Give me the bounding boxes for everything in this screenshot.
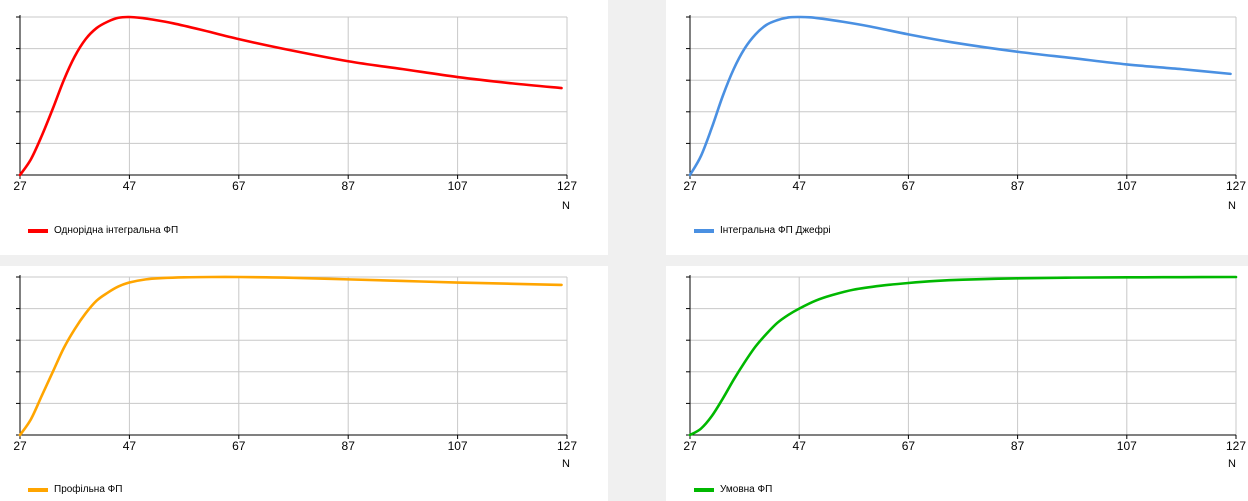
- chart-panel-2: 27 47 67 87 107 127 N Профільна ФП: [0, 266, 608, 501]
- legend-entry: Інтегральна ФП Джефрі: [694, 225, 831, 236]
- legend-swatch: [694, 487, 714, 492]
- x-axis-label: N: [562, 458, 570, 470]
- x-tick-label: 47: [793, 439, 807, 453]
- x-tick-label: 107: [1117, 179, 1137, 193]
- x-tick-label: 67: [902, 439, 916, 453]
- x-tick-label: 127: [1226, 179, 1246, 193]
- legend-label: Профільна ФП: [54, 484, 123, 495]
- x-tick-label: 127: [1226, 439, 1246, 453]
- x-tick-label: 47: [123, 179, 137, 193]
- x-tick-label: 107: [448, 179, 468, 193]
- x-tick-label: 67: [232, 439, 246, 453]
- legend-entry: Умовна ФП: [694, 484, 772, 495]
- x-tick-label: 87: [342, 439, 356, 453]
- series-line: [18, 275, 563, 437]
- x-tick-label: 87: [1011, 439, 1025, 453]
- chart-svg-0: 27 47 67 87 107 127 N: [13, 15, 577, 212]
- x-tick-label: 127: [557, 179, 577, 193]
- chart-svg-1: 27 47 67 87 107 127 N: [683, 15, 1246, 212]
- x-axis-label: N: [562, 200, 570, 212]
- chart-panel-0: 27 47 67 87 107 127 N Однорідна інтегральна ФП: [0, 0, 608, 255]
- chart-panel-1: 27 47 67 87 107 127 N Інтегральна ФП Джефрі: [666, 0, 1248, 255]
- legend-swatch: [694, 228, 714, 233]
- legend-entry: Однорідна інтегральна ФП: [28, 225, 178, 236]
- chart-panel-3: 27 47 67 87 107 127 N Умовна ФП: [666, 266, 1248, 501]
- x-tick-label: 87: [342, 179, 356, 193]
- x-tick-label: 27: [13, 439, 27, 453]
- series-line: [18, 15, 563, 177]
- legend-swatch: [28, 228, 48, 233]
- legend-entry: Профільна ФП: [28, 484, 122, 495]
- x-tick-label: 47: [793, 179, 807, 193]
- x-tick-label: 87: [1011, 179, 1025, 193]
- legend-label: Інтегральна ФП Джефрі: [720, 225, 831, 236]
- x-tick-label: 27: [13, 179, 27, 193]
- x-tick-label: 127: [557, 439, 577, 453]
- x-tick-label: 67: [232, 179, 246, 193]
- x-tick-label: 67: [902, 179, 916, 193]
- series-line: [688, 275, 1238, 437]
- series-line: [688, 15, 1232, 177]
- x-tick-label: 27: [683, 439, 697, 453]
- chart-svg-2: 27 47 67 87 107 127 N: [13, 275, 577, 470]
- x-tick-label: 107: [1117, 439, 1137, 453]
- x-tick-label: 107: [448, 439, 468, 453]
- legend-label: Умовна ФП: [720, 484, 773, 495]
- x-tick-label: 27: [683, 179, 697, 193]
- x-tick-label: 47: [123, 439, 137, 453]
- legend-label: Однорідна інтегральна ФП: [54, 225, 179, 236]
- legend-swatch: [28, 487, 48, 492]
- x-axis-label: N: [1228, 458, 1236, 470]
- x-axis-label: N: [1228, 200, 1236, 212]
- chart-svg-3: 27 47 67 87 107 127 N: [683, 275, 1246, 470]
